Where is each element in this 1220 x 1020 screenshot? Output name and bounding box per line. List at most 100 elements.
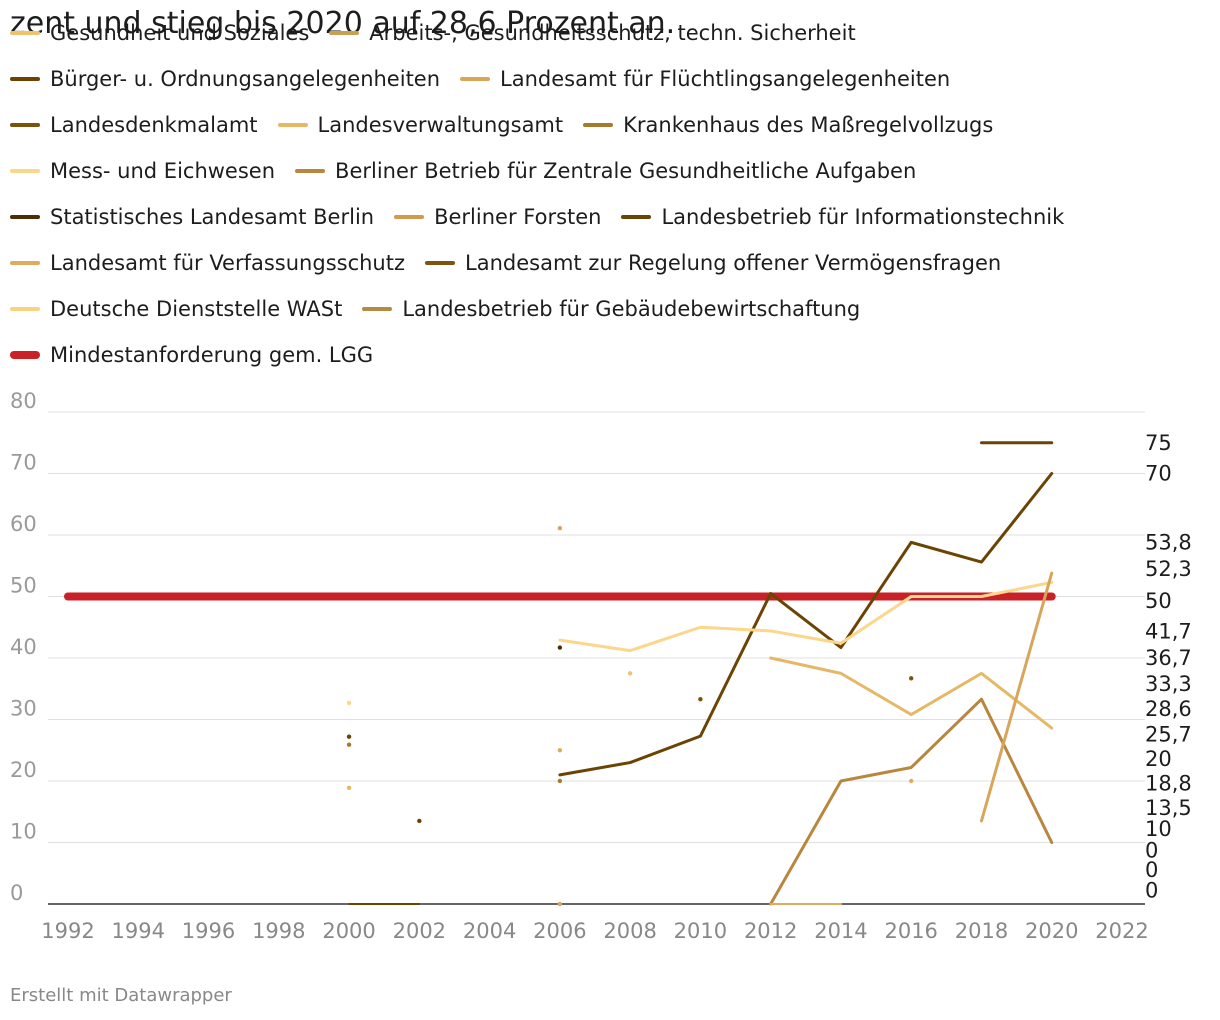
end-value-label: 33,3 — [1145, 672, 1192, 696]
data-point[interactable] — [557, 526, 563, 531]
legend-swatch — [583, 123, 614, 127]
data-point[interactable] — [557, 748, 563, 753]
legend-item[interactable]: Krankenhaus des Maßregelvollzugs — [583, 113, 993, 137]
legend-item[interactable]: Bürger- u. Ordnungsangelegenheiten — [10, 67, 440, 91]
x-tick-label: 2022 — [1095, 919, 1148, 943]
data-point[interactable] — [346, 785, 352, 790]
y-tick-label: 70 — [10, 451, 37, 475]
legend-label: Mindestanforderung gem. LGG — [50, 343, 374, 367]
x-tick-label: 1992 — [41, 919, 94, 943]
data-point[interactable] — [627, 671, 633, 676]
series-line[interactable] — [558, 472, 1054, 777]
legend-row: Landesdenkmalamt Landesverwaltungsamt Kran… — [10, 102, 1190, 148]
end-value-label: 10 — [1145, 817, 1172, 841]
end-value-label: 18,8 — [1145, 771, 1192, 795]
y-tick-label: 20 — [10, 758, 37, 782]
legend-item[interactable]: Landesdenkmalamt — [10, 113, 258, 137]
legend-swatch — [329, 31, 360, 35]
legend-label: Bürger- u. Ordnungsangelegenheiten — [50, 67, 441, 91]
data-point[interactable] — [698, 697, 703, 702]
legend-item[interactable]: Deutsche Dienststelle WASt — [10, 297, 342, 321]
data-point[interactable] — [557, 645, 563, 650]
series-line[interactable] — [558, 580, 1054, 653]
end-value-label: 0 — [1145, 878, 1158, 902]
legend-label: Landesamt für Flüchtlingsangelegenheiten — [500, 67, 951, 91]
legend-row: Gesundheit und Soziales Arbeits-, Gesundh… — [10, 10, 1190, 56]
legend-label: Landesbetrieb für Gebäudebewirtschaftung — [402, 297, 861, 321]
y-tick-label: 60 — [10, 512, 37, 536]
legend-item[interactable]: Mindestanforderung gem. LGG — [10, 343, 373, 367]
x-tick-label: 2012 — [744, 919, 797, 943]
y-tick-label: 10 — [10, 820, 37, 844]
end-value-label: 28,6 — [1145, 697, 1192, 721]
x-tick-label: 2006 — [533, 919, 586, 943]
legend-label: Landesbetrieb für Informationstechnik — [661, 205, 1065, 229]
legend-swatch — [10, 351, 40, 359]
legend-item[interactable]: Landesamt für Verfassungsschutz — [10, 251, 405, 275]
legend-item[interactable]: Landesamt für Flüchtlingsangelegenheiten — [460, 67, 950, 91]
end-value-label: 70 — [1145, 462, 1172, 486]
x-tick-label: 2000 — [322, 919, 375, 943]
legend-swatch — [10, 31, 40, 35]
x-tick-label: 1998 — [252, 919, 305, 943]
series-line[interactable] — [769, 656, 1054, 730]
legend-label: Berliner Betrieb für Zentrale Gesundheit… — [335, 159, 917, 183]
data-point[interactable] — [417, 818, 422, 824]
legend-item[interactable]: Mess- und Eichwesen — [10, 159, 275, 183]
x-tick-label: 2014 — [814, 919, 867, 943]
x-tick-label: 2002 — [393, 919, 446, 943]
data-point[interactable] — [346, 742, 352, 747]
data-point[interactable] — [346, 734, 352, 739]
legend-item[interactable]: Landesbetrieb für Gebäudebewirtschaftung — [362, 297, 860, 321]
legend-swatch — [277, 123, 308, 127]
legend-label: Mess- und Eichwesen — [50, 159, 276, 183]
y-tick-label: 50 — [10, 574, 37, 598]
x-tick-label: 2004 — [463, 919, 516, 943]
y-tick-label: 40 — [10, 635, 37, 659]
legend-item[interactable]: Landesamt zur Regelung offener Vermögens… — [425, 251, 1001, 275]
data-point[interactable] — [557, 778, 563, 784]
y-tick-label: 80 — [10, 389, 37, 413]
legend-item[interactable]: Statistisches Landesamt Berlin — [10, 205, 374, 229]
chart-title: zent und stieg bis 2020 auf 28,6 Prozent… — [10, 6, 676, 41]
legend-swatch — [295, 169, 326, 173]
data-point[interactable] — [909, 778, 914, 784]
legend-item[interactable]: Arbeits-, Gesundheitsschutz, techn. Sich… — [329, 21, 856, 45]
legend-swatch — [621, 215, 652, 219]
x-tick-label: 1996 — [182, 919, 235, 943]
data-point[interactable] — [909, 676, 914, 681]
legend-label: Landesamt für Verfassungsschutz — [50, 251, 406, 275]
legend-item[interactable]: Berliner Forsten — [394, 205, 601, 229]
legend-label: Krankenhaus des Maßregelvollzugs — [623, 113, 994, 137]
chart-legend: Gesundheit und Soziales Arbeits-, Gesundh… — [10, 10, 1190, 378]
legend-swatch — [10, 215, 40, 219]
legend-swatch — [362, 307, 393, 311]
end-value-label: 41,7 — [1145, 620, 1192, 644]
x-tick-label: 2016 — [884, 919, 937, 943]
legend-label: Statistisches Landesamt Berlin — [50, 205, 375, 229]
legend-swatch — [394, 215, 425, 219]
footer-credit[interactable]: Erstellt mit Datawrapper — [10, 985, 232, 1006]
series-line[interactable] — [979, 571, 1054, 823]
legend-item[interactable]: Berliner Betrieb für Zentrale Gesundheit… — [295, 159, 916, 183]
legend-item[interactable]: Landesverwaltungsamt — [277, 113, 564, 137]
legend-item[interactable]: Landesbetrieb für Informationstechnik — [621, 205, 1064, 229]
legend-row: Bürger- u. Ordnungsangelegenheiten Landes… — [10, 56, 1190, 102]
legend-item[interactable]: Gesundheit und Soziales — [10, 21, 309, 45]
data-point[interactable] — [346, 700, 352, 706]
legend-row: Mindestanforderung gem. LGG — [10, 332, 1190, 378]
legend-label: Landesdenkmalamt — [50, 113, 258, 137]
end-value-label: 50 — [1145, 589, 1172, 613]
legend-row: Deutsche Dienststelle WASt Landesbetrieb … — [10, 286, 1190, 332]
end-value-label: 75 — [1145, 431, 1172, 455]
legend-swatch — [425, 261, 456, 265]
end-value-label: 0 — [1145, 838, 1158, 862]
series-line[interactable] — [769, 697, 1054, 906]
legend-label: Berliner Forsten — [434, 205, 602, 229]
legend-row: Mess- und Eichwesen Berliner Betrieb für … — [10, 148, 1190, 194]
legend-row: Statistisches Landesamt Berlin Berliner F… — [10, 194, 1190, 240]
end-value-label: 25,7 — [1145, 722, 1192, 746]
data-point[interactable] — [557, 901, 563, 907]
legend-label: Landesverwaltungsamt — [317, 113, 564, 137]
end-value-label: 13,5 — [1145, 796, 1192, 820]
